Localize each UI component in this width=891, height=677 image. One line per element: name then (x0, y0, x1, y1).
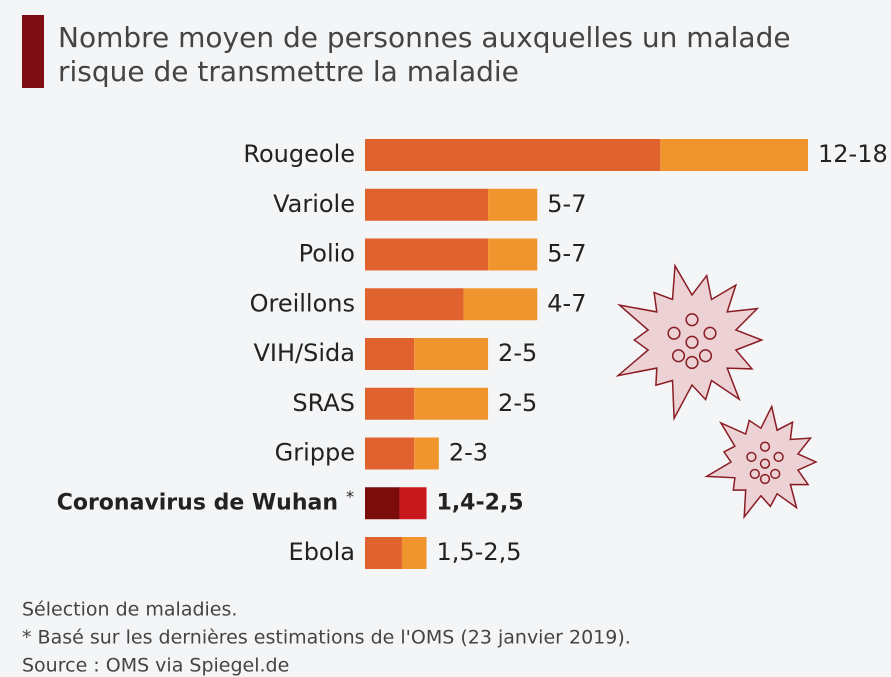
category-label: Oreillons (250, 289, 355, 317)
bar-range (414, 338, 489, 370)
virus-body (615, 263, 764, 422)
virus-dot (703, 326, 717, 340)
bar-low (365, 537, 402, 569)
value-label: 1,5-2,5 (437, 538, 522, 566)
category-label: Rougeole (243, 140, 355, 168)
bar-range (463, 288, 538, 321)
virus-dot (759, 458, 771, 469)
bar-range (488, 188, 538, 221)
value-label: 1,4-2,5 (437, 490, 524, 515)
note: Sélection de maladies. (22, 599, 237, 621)
virus-dot (759, 441, 771, 452)
bar-range (488, 238, 538, 271)
category-label: Grippe (275, 439, 355, 467)
virus-dot (685, 335, 699, 349)
bar-range (660, 139, 808, 171)
virus-dot (770, 468, 781, 480)
category-label: VIH/Sida (254, 339, 355, 367)
bar-low (365, 288, 464, 321)
bar-low (365, 437, 415, 470)
footnote-mark: * (346, 487, 354, 506)
virus-dot (685, 313, 699, 327)
virus-dot (773, 451, 784, 463)
virus-dot (749, 468, 760, 480)
note: * Basé sur les dernières estimations de … (22, 627, 631, 649)
virus-dot (671, 349, 686, 363)
bar-range (401, 537, 427, 569)
category-label: SRAS (292, 389, 355, 417)
bar-low (365, 188, 489, 221)
category-label: Polio (299, 240, 355, 268)
bar-low (365, 338, 415, 370)
bar-low (365, 238, 489, 271)
chart-title: Nombre moyen de personnes auxquelles un … (58, 21, 791, 54)
category-label: Coronavirus de Wuhan (57, 490, 338, 515)
virus-dot (746, 451, 757, 463)
virus-dot (698, 349, 713, 363)
bar-low (365, 139, 661, 171)
virus-dot (759, 473, 771, 485)
value-label: 12-18 (818, 140, 888, 168)
value-label: 4-7 (547, 289, 586, 317)
bar-range (414, 387, 489, 420)
value-label: 5-7 (547, 240, 586, 268)
virus-dot (685, 355, 699, 370)
value-label: 2-5 (498, 339, 537, 367)
virus-illustration (615, 263, 818, 520)
title-accent (22, 15, 44, 88)
chart-title: risque de transmettre la maladie (58, 55, 519, 88)
virus-dot (667, 326, 681, 340)
bar-range (399, 487, 427, 520)
bar-range (414, 437, 439, 470)
bar-low (365, 387, 415, 420)
value-label: 5-7 (547, 190, 586, 218)
category-label: Variole (273, 190, 355, 218)
bar-low (365, 487, 400, 520)
value-label: 2-5 (498, 389, 537, 417)
note: Source : OMS via Spiegel.de (22, 655, 289, 677)
category-label: Ebola (289, 538, 355, 566)
value-label: 2-3 (449, 439, 488, 467)
